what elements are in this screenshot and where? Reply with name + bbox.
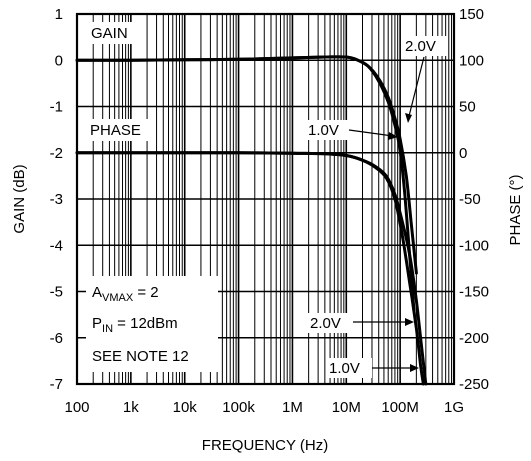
y-left-tick-label: -7	[50, 376, 63, 393]
bottom-1v-arrowhead	[410, 364, 419, 372]
y-left-tick-label: -4	[50, 237, 63, 254]
bottom-2v-label-bg	[307, 313, 353, 333]
phase-annotation: PHASE	[90, 122, 141, 139]
top-2v-arrowhead	[405, 113, 412, 123]
y-left-tick-label: 1	[55, 6, 63, 23]
x-tick-label: 10M	[332, 399, 361, 416]
top-1v-arrow	[348, 129, 394, 137]
y-right-axis-title: PHASE (°)	[507, 174, 524, 245]
y-right-tick-label: -150	[459, 284, 489, 301]
top-1v-label: 1.0V	[308, 122, 339, 139]
y-right-tick-label: 0	[459, 145, 467, 162]
x-tick-label: 100M	[381, 399, 419, 416]
avmax-label: AVMAX = 2	[92, 284, 159, 304]
y-left-tick-label: -2	[50, 145, 63, 162]
x-tick-labels: 100 1k 10k 100k 1M 10M 100M 1G	[64, 399, 464, 416]
y-right-tick-label: 100	[459, 52, 484, 69]
left-tick-labels: 1 0 -1 -2 -3 -4 -5 -6 -7	[50, 6, 63, 393]
y-right-tick-label: 150	[459, 6, 484, 23]
y-left-axis-title: GAIN (dB)	[11, 164, 28, 233]
series-layer	[75, 55, 428, 386]
top-2v-label: 2.0V	[405, 38, 436, 55]
x-axis-title: FREQUENCY (Hz)	[202, 437, 328, 454]
y-right-tick-label: -100	[459, 237, 489, 254]
bottom-1v-label: 1.0V	[329, 360, 360, 377]
bottom-1v-label-bg	[326, 358, 372, 378]
y-right-tick-label: 50	[459, 99, 476, 116]
x-tick-label: 1M	[282, 399, 303, 416]
phase-label-bg	[87, 119, 155, 141]
pin-label: PIN = 12dBm	[92, 315, 178, 335]
top-2v-label-bg	[402, 36, 448, 56]
right-tick-labels: 150 100 50 0 -50 -100 -150 -200 -250	[459, 6, 489, 393]
y-left-tick-label: 0	[55, 52, 63, 69]
x-tick-label: 1G	[444, 399, 464, 416]
top-2v-arrow	[407, 56, 425, 121]
bottom-2v-arrowhead	[405, 318, 414, 326]
gain-label-bg	[87, 22, 135, 44]
top-1v-label-bg	[305, 120, 349, 140]
plot-frame	[75, 12, 456, 386]
y-left-tick-label: -6	[50, 330, 63, 347]
gain-annotation: GAIN	[91, 25, 128, 42]
y-right-tick-label: -50	[459, 191, 481, 208]
x-tick-label: 100	[64, 399, 89, 416]
y-right-tick-label: -200	[459, 330, 489, 347]
y-right-tick-label: -250	[459, 376, 489, 393]
x-tick-label: 10k	[173, 399, 198, 416]
note-label: SEE NOTE 12	[92, 348, 189, 365]
y-left-tick-label: -3	[50, 191, 63, 208]
y-left-tick-label: -5	[50, 284, 63, 301]
x-tick-label: 1k	[123, 399, 139, 416]
x-tick-label: 100k	[222, 399, 255, 416]
conditions-box-bg	[86, 276, 218, 372]
top-1v-arrowhead	[388, 132, 398, 140]
series-line-1	[75, 55, 416, 312]
bottom-2v-label: 2.0V	[310, 315, 341, 332]
series-line-3	[75, 151, 425, 386]
y-left-tick-label: -1	[50, 99, 63, 116]
